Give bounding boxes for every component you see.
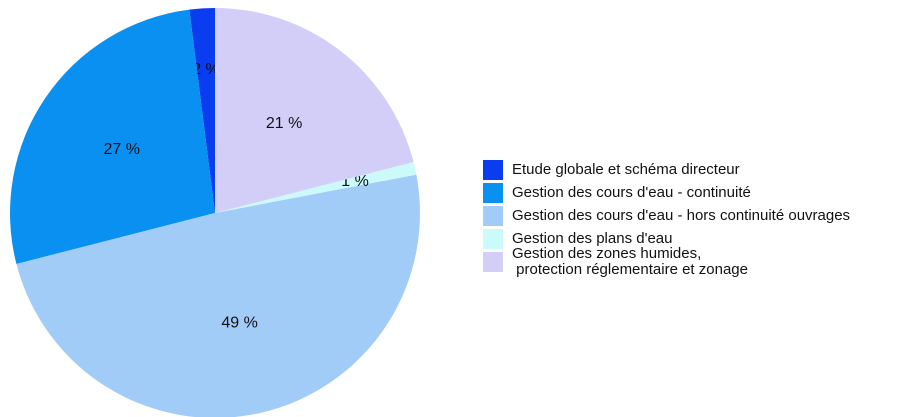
legend-label: Gestion des cours d'eau - continuité (512, 184, 751, 201)
legend-swatch (483, 229, 503, 249)
legend-label: Gestion des plans d'eau (512, 230, 672, 247)
data-label: 21 % (266, 115, 302, 132)
legend-swatch (483, 160, 503, 180)
legend-swatch (483, 252, 503, 272)
data-label: 2 % (192, 61, 220, 78)
data-label: 49 % (221, 314, 257, 331)
pie-slice (215, 162, 417, 213)
pie-slice (215, 8, 414, 213)
legend-label: Gestion des zones humides, protection ré… (512, 245, 748, 278)
pie-slice (189, 8, 215, 213)
legend-label: Gestion des cours d'eau - hors continuit… (512, 207, 850, 224)
legend-swatch (483, 206, 503, 226)
pie-slice (16, 174, 420, 417)
legend-label: Etude globale et schéma directeur (512, 161, 740, 178)
legend-swatch (483, 183, 503, 203)
data-label: 27 % (104, 141, 140, 158)
pie-slice (9, 9, 215, 264)
